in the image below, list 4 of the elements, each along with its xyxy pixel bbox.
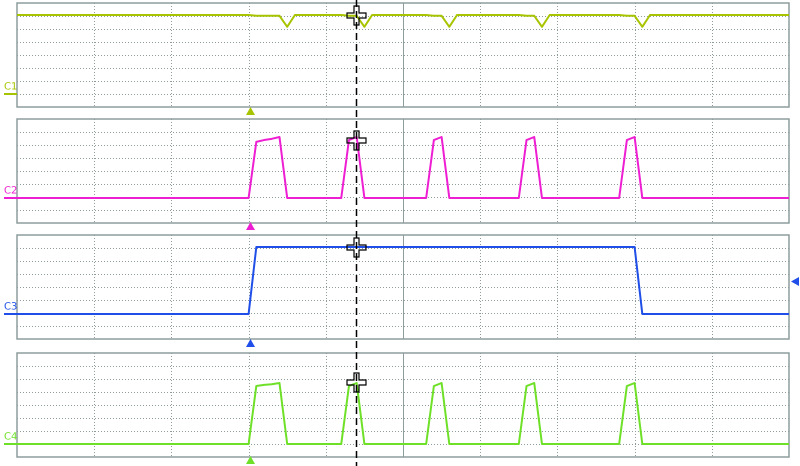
annotation: C4 bbox=[4, 432, 18, 443]
annotation: C2 bbox=[4, 186, 18, 197]
annotation: C1 bbox=[4, 82, 18, 93]
annotation: C3 bbox=[4, 302, 18, 313]
